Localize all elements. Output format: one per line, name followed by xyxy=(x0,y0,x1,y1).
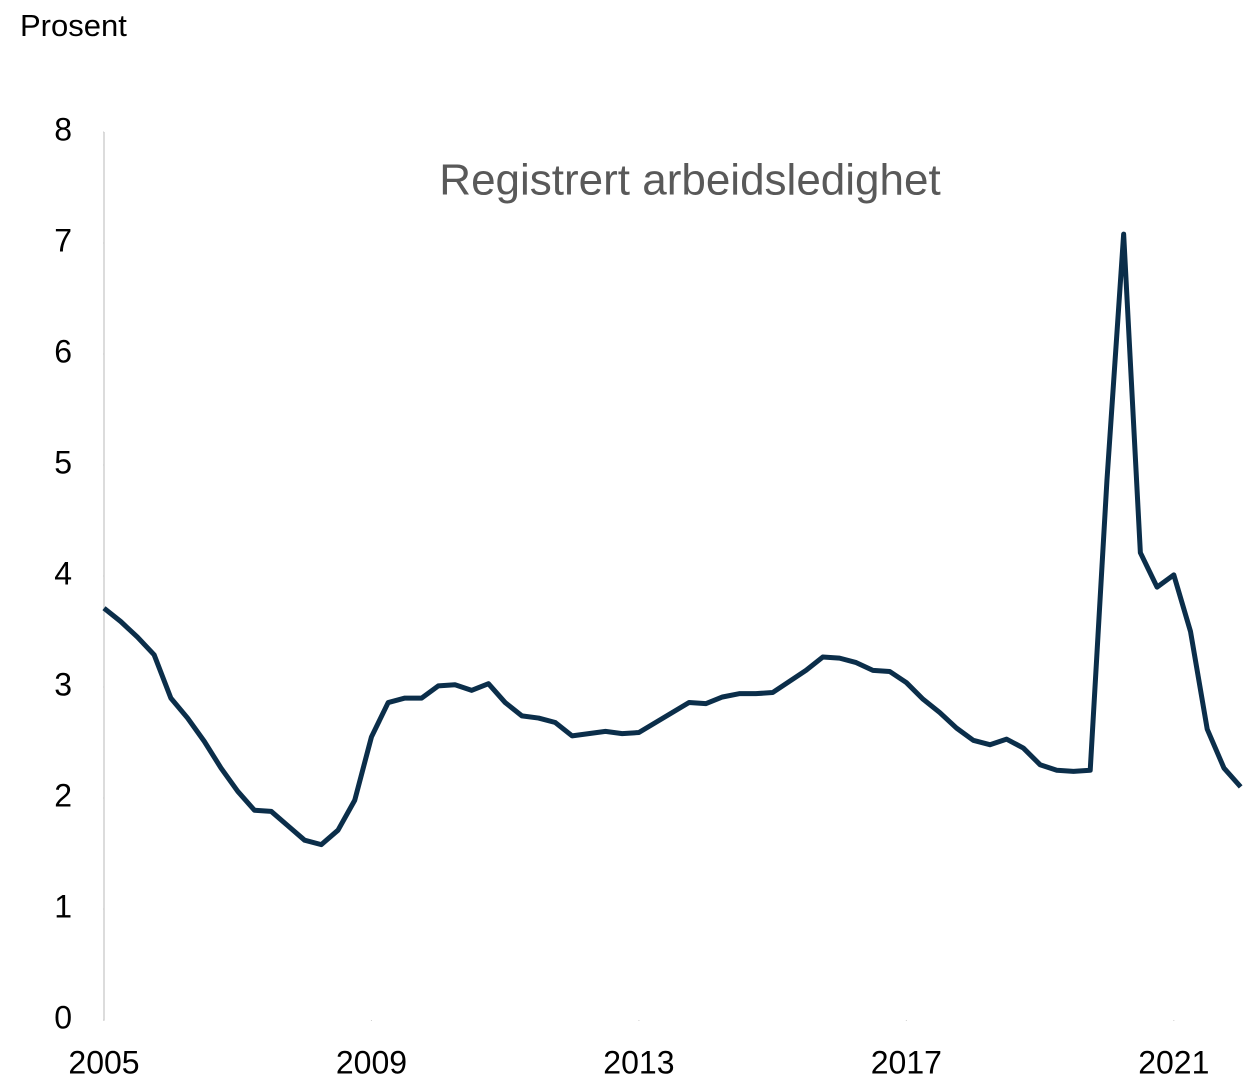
y-tick-label: 7 xyxy=(54,222,72,258)
line xyxy=(102,231,1243,848)
x-tick-label: 2009 xyxy=(336,1044,407,1080)
y-unit-label: Prosent xyxy=(20,8,127,43)
y-tick-label: 5 xyxy=(54,444,72,480)
y-tick-label: 1 xyxy=(54,888,72,924)
annotation: Registrert arbeidsledighet xyxy=(439,156,940,205)
x-tick-label: 2017 xyxy=(871,1044,942,1080)
y-tick-label: 8 xyxy=(54,111,72,147)
x-tick-label: 2013 xyxy=(603,1044,674,1080)
y-tick-label: 2 xyxy=(54,777,72,813)
x-tick-label: 2005 xyxy=(68,1044,139,1080)
y-tick-label: 3 xyxy=(54,666,72,702)
y-tick-label: 6 xyxy=(54,333,72,369)
x-tick-label: 2021 xyxy=(1138,1044,1209,1080)
y-tick-label: 4 xyxy=(54,555,72,591)
y-tick-label: 0 xyxy=(54,999,72,1035)
